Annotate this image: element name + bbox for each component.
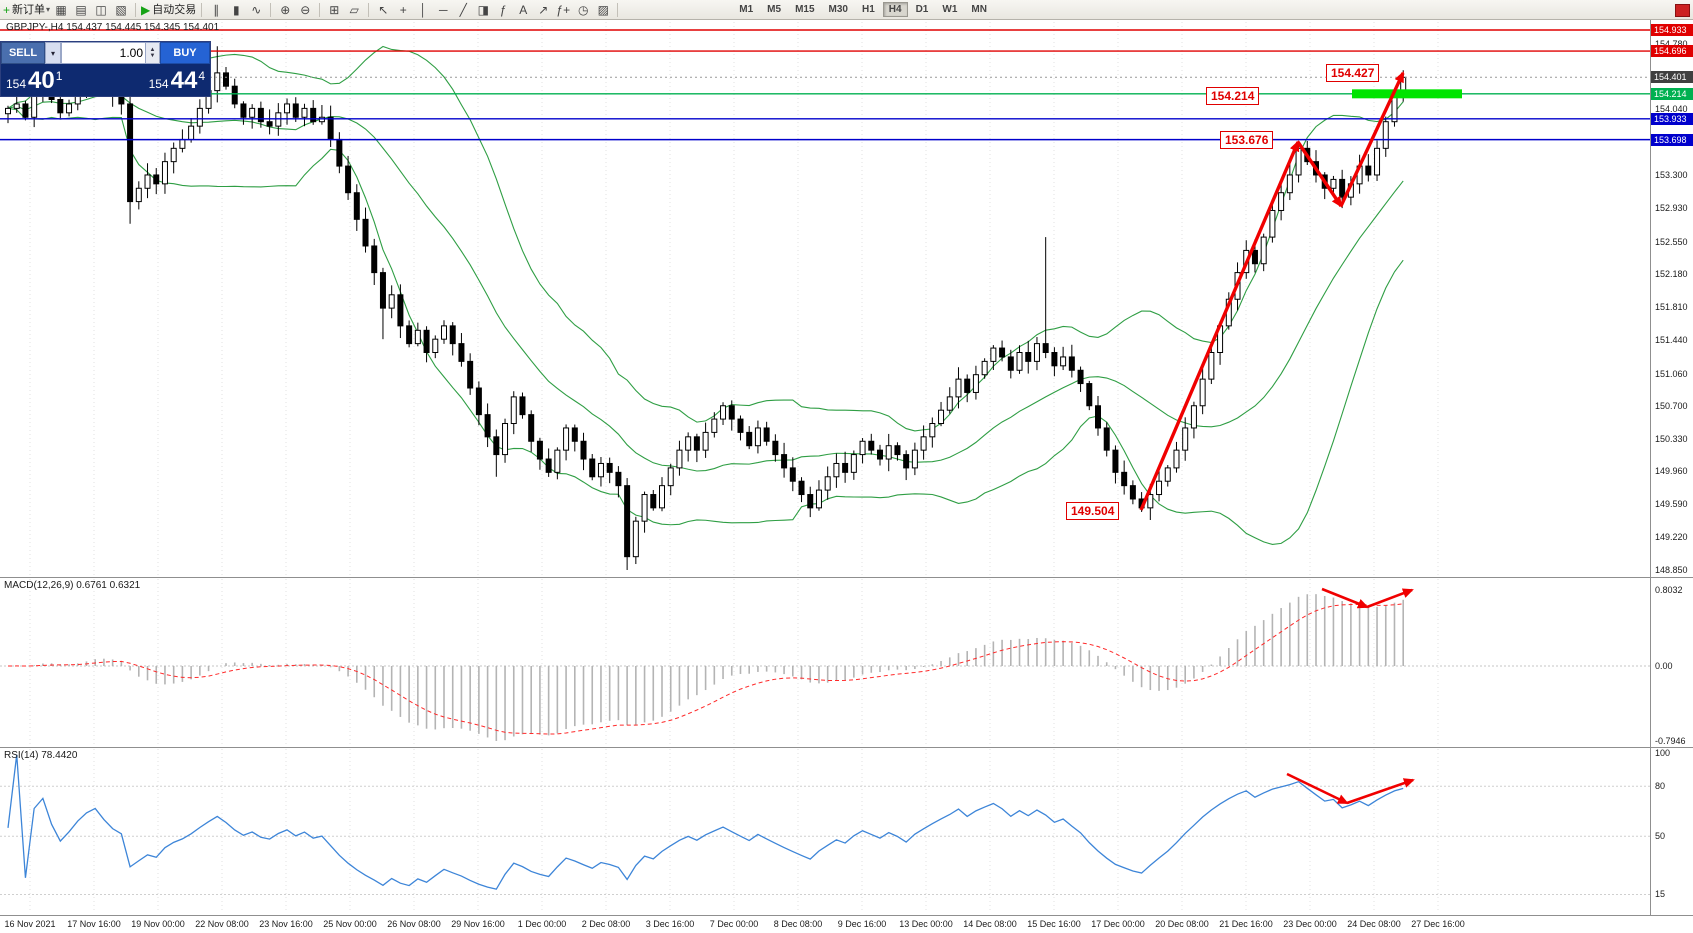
text-tool-icon[interactable]: A	[519, 2, 528, 17]
period-clock-icon[interactable]: ◷	[578, 2, 589, 17]
horizontal-line-tool-icon[interactable]: ─	[439, 2, 448, 17]
main-toolbar: + 新订单 ▾ ▦ ▤ ◫ ▧ ▶ 自动交易 ∥ ▮ ∿ ⊕ ⊖ ⊞ ▱ ↖ + │ ─ ╱ ◨ ƒ A ↗ ƒ+ ◷ ▨ M1 M5 M…	[0, 0, 1693, 20]
alert-icon[interactable]	[1675, 4, 1690, 17]
arrow-tool-icon[interactable]: ↗	[538, 2, 549, 17]
volume-field: ▲▼	[61, 42, 160, 64]
rsi-pane-graphics	[0, 754, 1650, 895]
trade-panel-controls: SELL ▾ ▲▼ BUY	[1, 42, 210, 64]
navigator-icon[interactable]: ▧	[115, 2, 127, 17]
rsi-pane-divider[interactable]	[0, 747, 1693, 748]
macd-pane-graphics	[0, 594, 1650, 741]
new-order-icon[interactable]: + 新订单 ▾	[3, 2, 51, 17]
price-annotation[interactable]: 149.504	[1066, 502, 1120, 520]
buy-price[interactable]: 154 44 4	[106, 64, 211, 96]
tile-windows-icon[interactable]: ⊞	[329, 2, 340, 17]
timeframe-m30[interactable]: M30	[828, 4, 848, 15]
buy-button[interactable]: BUY	[160, 42, 210, 64]
horizontal-lines[interactable]	[0, 29, 1650, 141]
macd-label: MACD(12,26,9) 0.6761 0.6321	[4, 580, 141, 591]
timeframe-m15[interactable]: M15	[795, 4, 815, 15]
sell-price[interactable]: 154 40 1	[1, 64, 106, 96]
timeframe-mn[interactable]: MN	[971, 4, 987, 15]
toolbar-icon-group: + 新订单 ▾ ▦ ▤ ◫ ▧ ▶ 自动交易 ∥ ▮ ∿ ⊕ ⊖ ⊞ ▱ ↖ + │ ─ ╱ ◨ ƒ A ↗ ƒ+ ◷ ▨	[2, 2, 622, 18]
price-annotation[interactable]: 153.676	[1220, 131, 1274, 149]
highlight-zone[interactable]	[1352, 89, 1462, 99]
price-annotation[interactable]: 154.214	[1206, 87, 1260, 105]
trendline-tool-icon[interactable]: ╱	[459, 2, 467, 17]
timeframe-m5[interactable]: M5	[767, 4, 782, 15]
trend-arrows[interactable]	[1139, 71, 1415, 805]
sell-price-pips: 40	[28, 67, 55, 94]
cascade-windows-icon[interactable]: ▱	[349, 2, 359, 17]
timeframe-w1[interactable]: W1	[942, 4, 958, 15]
line-chart-icon[interactable]: ∿	[251, 2, 262, 17]
rsi-line	[7, 754, 1404, 890]
toolbar-separator	[368, 2, 370, 17]
rsi-label: RSI(14) 78.4420	[4, 750, 78, 761]
market-watch-icon[interactable]: ▤	[75, 2, 87, 17]
bollinger-bands	[7, 45, 1404, 545]
cursor-icon[interactable]: ↖	[378, 2, 389, 17]
toolbar-separator	[201, 2, 203, 17]
vertical-line-tool-icon[interactable]: │	[419, 2, 428, 17]
buy-price-fraction: 4	[198, 69, 205, 83]
buy-price-figure: 154	[148, 77, 169, 91]
candles	[5, 46, 1407, 570]
timeframe-h1[interactable]: H1	[861, 4, 875, 15]
buy-price-pips: 44	[170, 67, 198, 94]
indicators-icon[interactable]: ƒ+	[556, 2, 571, 17]
volume-input[interactable]	[62, 43, 145, 63]
macd-pane-divider[interactable]	[0, 577, 1693, 578]
timeframe-buttons: M1 M5 M15 M30 H1 H4 D1 W1 MN	[732, 2, 994, 17]
data-window-icon[interactable]: ◫	[95, 2, 107, 17]
price-annotation[interactable]: 154.427	[1326, 64, 1380, 82]
trade-panel-prices: 154 40 1 154 44 4	[1, 64, 210, 96]
fibonacci-tool-icon[interactable]: ƒ	[499, 2, 507, 17]
sell-price-fraction: 1	[55, 69, 63, 83]
order-options-caret-icon[interactable]: ▾	[45, 42, 61, 64]
sell-price-figure: 154	[6, 77, 27, 91]
bar-chart-icon[interactable]: ∥	[213, 2, 220, 17]
timeframe-h4[interactable]: H4	[882, 2, 908, 17]
time-gridlines	[29, 22, 1439, 913]
toolbar-separator	[270, 2, 272, 17]
price-axis-border	[1650, 20, 1651, 915]
sell-button[interactable]: SELL	[1, 42, 45, 64]
zoom-out-icon[interactable]: ⊖	[300, 2, 311, 17]
candlestick-chart-icon[interactable]: ▮	[232, 2, 240, 17]
crosshair-icon[interactable]: +	[399, 2, 407, 17]
timeframe-m1[interactable]: M1	[739, 4, 754, 15]
toolbar-separator	[617, 2, 619, 17]
time-axis-divider	[0, 915, 1693, 916]
templates-icon[interactable]: ▨	[597, 2, 609, 17]
toolbar-separator	[319, 2, 321, 17]
channel-tool-icon[interactable]: ◨	[477, 2, 489, 17]
auto-trading-icon[interactable]: ▶ 自动交易	[141, 2, 197, 17]
volume-spinner[interactable]: ▲ ▼	[145, 43, 159, 63]
toolbar-separator	[135, 2, 137, 17]
timeframe-d1[interactable]: D1	[915, 4, 929, 15]
symbol-ohlc-header: GBPJPY-,H4 154.437 154.445 154.345 154.4…	[6, 22, 220, 33]
zoom-in-icon[interactable]: ⊕	[280, 2, 291, 17]
chart-window-icon[interactable]: ▦	[55, 2, 67, 17]
